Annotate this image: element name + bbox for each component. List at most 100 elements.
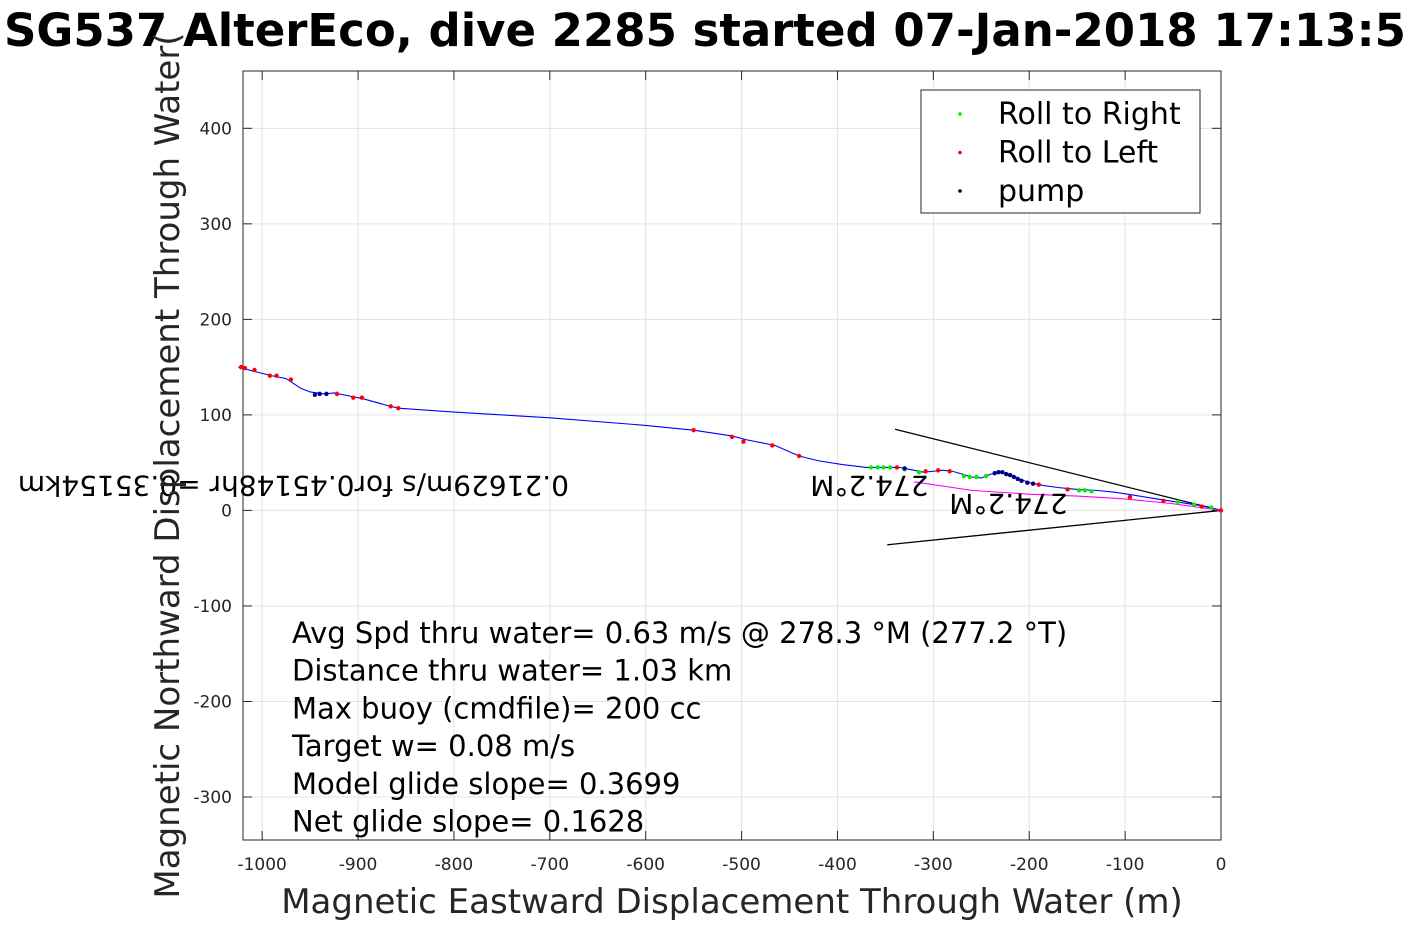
roll-right-marker bbox=[1175, 499, 1181, 505]
flipped-annotations: 274.2°M 0.21629m/s for0.45148hr =0.35154k… bbox=[18, 469, 1068, 520]
x-tick-label: -800 bbox=[435, 855, 474, 875]
roll-left-marker bbox=[274, 373, 279, 378]
pump-marker bbox=[324, 391, 329, 397]
x-tick-label: -1000 bbox=[237, 855, 286, 875]
track-line-secondary bbox=[914, 481, 1222, 511]
info-line: Model glide slope= 0.3699 bbox=[292, 767, 680, 801]
roll-left-marker bbox=[388, 404, 393, 409]
x-axis-label: Magnetic Eastward Displacement Through W… bbox=[281, 882, 1183, 922]
axis-ticks: -1000 -900 -800 -700 -600 -500 -400 -300 -200 -10… bbox=[193, 71, 1226, 875]
y-tick-label: 200 bbox=[200, 310, 232, 330]
info-line: Distance thru water= 1.03 km bbox=[292, 654, 732, 688]
roll-left-marker bbox=[238, 364, 244, 370]
roll-left-marker bbox=[267, 373, 273, 378]
pump-marker bbox=[1019, 478, 1024, 484]
legend-marker bbox=[958, 112, 962, 116]
roll-left-marker bbox=[935, 468, 941, 473]
roll-left-marker bbox=[1199, 504, 1205, 509]
pump-marker bbox=[902, 466, 907, 471]
roll-left-marker bbox=[923, 469, 928, 474]
plot-area-frame bbox=[242, 70, 1222, 841]
roll-left-marker bbox=[894, 465, 900, 470]
roll-left-marker bbox=[1127, 494, 1133, 500]
info-line: Max buoy (cmdfile)= 200 cc bbox=[292, 691, 701, 725]
heading-line bbox=[894, 428, 1222, 512]
roll-left-marker bbox=[796, 453, 802, 459]
roll-right-marker bbox=[916, 470, 922, 475]
flipped-annotation: 0.21629m/s for0.45148hr =0.35154km bbox=[18, 469, 569, 502]
roll-left-marker bbox=[947, 469, 952, 474]
legend-marker bbox=[958, 189, 962, 193]
roll-left-marker bbox=[288, 377, 294, 382]
legend-label: Roll to Right bbox=[998, 97, 1181, 132]
roll-left-marker bbox=[741, 439, 746, 444]
info-line: Avg Spd thru water= 0.63 m/s @ 278.3 °M … bbox=[292, 616, 1067, 650]
roll-left-marker bbox=[1161, 498, 1166, 504]
x-tick-label: -700 bbox=[531, 855, 570, 875]
roll-right-marker bbox=[868, 465, 874, 470]
heading-line bbox=[887, 509, 1222, 546]
x-tick-label: -500 bbox=[722, 855, 761, 875]
pump-marker bbox=[1004, 471, 1009, 477]
roll-left-marker bbox=[252, 367, 257, 373]
legend-label: Roll to Left bbox=[998, 136, 1158, 171]
flipped-annotation: 274.2°M bbox=[949, 487, 1067, 520]
roll-right-marker bbox=[1076, 488, 1082, 493]
roll-left-marker bbox=[729, 434, 735, 440]
pump-marker bbox=[1025, 480, 1030, 485]
info-line: Target w= 0.08 m/s bbox=[291, 729, 575, 763]
flipped-annotation: 274.2°M bbox=[810, 469, 928, 502]
roll-left-marker bbox=[334, 391, 340, 397]
roll-right-marker bbox=[967, 474, 972, 480]
y-tick-label: -100 bbox=[193, 597, 232, 617]
info-line: Net glide slope= 0.1628 bbox=[292, 805, 644, 839]
chart-title: SG537 AlterEco, dive 2285 started 07-Jan… bbox=[4, 4, 1406, 57]
x-tick-label: -300 bbox=[914, 855, 953, 875]
roll-right-marker bbox=[983, 473, 989, 479]
legend-marker bbox=[958, 150, 962, 155]
plot-lines bbox=[238, 366, 1222, 546]
pump-marker bbox=[317, 391, 322, 397]
x-tick-label: -900 bbox=[339, 855, 378, 875]
roll-right-marker bbox=[875, 465, 880, 470]
roll-right-marker bbox=[961, 473, 967, 479]
x-tick-label: -400 bbox=[818, 855, 857, 875]
pump-marker bbox=[996, 470, 1001, 475]
pump-marker bbox=[1007, 472, 1013, 478]
pump-marker bbox=[1015, 476, 1020, 482]
pump-marker bbox=[1000, 470, 1005, 475]
y-tick-label: 400 bbox=[200, 119, 232, 139]
pump-marker bbox=[992, 470, 997, 476]
pump-marker bbox=[1011, 474, 1017, 480]
plot-markers bbox=[238, 364, 1224, 513]
y-tick-label: 0 bbox=[221, 501, 232, 521]
pump-marker bbox=[1030, 481, 1036, 486]
roll-left-marker bbox=[351, 395, 356, 400]
roll-left-marker bbox=[1065, 487, 1070, 492]
roll-right-marker bbox=[881, 465, 886, 470]
roll-right-marker bbox=[1082, 488, 1088, 493]
roll-right-marker bbox=[1209, 505, 1214, 510]
legend-box bbox=[920, 89, 1201, 214]
roll-right-marker bbox=[1089, 489, 1094, 494]
x-tick-label: -100 bbox=[1106, 855, 1145, 875]
roll-right-marker bbox=[1191, 502, 1197, 507]
info-text-block: Avg Spd thru water= 0.63 m/s @ 278.3 °M … bbox=[291, 616, 1067, 839]
legend-label: pump bbox=[998, 174, 1084, 209]
x-tick-label: 0 bbox=[1216, 855, 1227, 875]
y-axis-label: Magnetic Northward Displacement Through … bbox=[148, 32, 188, 898]
roll-left-marker bbox=[396, 406, 401, 411]
roll-right-marker bbox=[888, 465, 893, 470]
roll-right-marker bbox=[974, 474, 979, 480]
roll-left-marker bbox=[691, 427, 696, 433]
roll-left-marker bbox=[770, 443, 775, 448]
roll-left-marker bbox=[242, 365, 248, 371]
track-line bbox=[238, 366, 1222, 511]
y-tick-label: 100 bbox=[200, 406, 232, 426]
pump-marker bbox=[312, 392, 318, 398]
roll-left-marker bbox=[359, 395, 365, 400]
y-tick-label: -200 bbox=[193, 692, 232, 712]
roll-left-marker bbox=[1036, 482, 1042, 487]
